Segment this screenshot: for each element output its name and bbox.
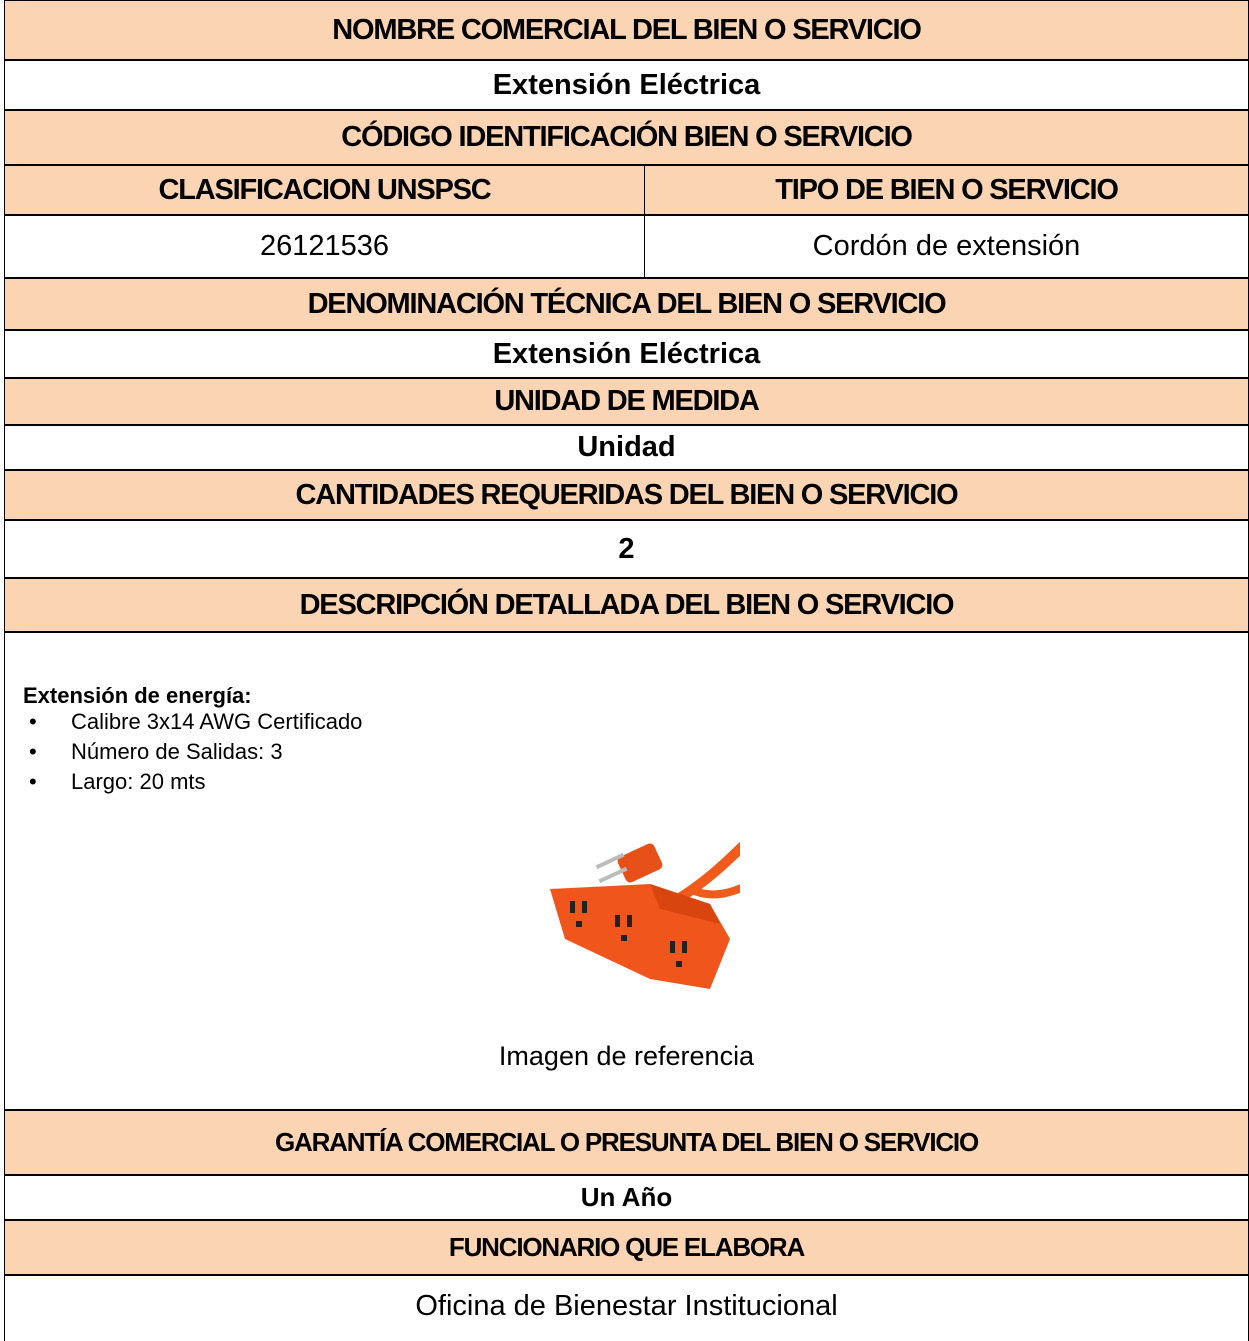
value-cell: Unidad (4, 425, 1249, 470)
column-header: TIPO DE BIEN O SERVICIO (644, 165, 1249, 215)
value-cell: Extensión Eléctrica (4, 60, 1249, 110)
section-header: CÓDIGO IDENTIFICACIÓN BIEN O SERVICIO (4, 110, 1249, 165)
value-cell: 26121536 (4, 215, 645, 278)
section-header: CANTIDADES REQUERIDAS DEL BIEN O SERVICI… (4, 470, 1249, 520)
spec-item: Calibre 3x14 AWG Certificado (5, 707, 362, 737)
value-cell: 2 (4, 520, 1249, 578)
description-cell: Extensión de energía: Calibre 3x14 AWG C… (4, 632, 1249, 1110)
section-header: DENOMINACIÓN TÉCNICA DEL BIEN O SERVICIO (4, 278, 1249, 330)
section-header: NOMBRE COMERCIAL DEL BIEN O SERVICIO (4, 0, 1249, 60)
spec-item: Número de Salidas: 3 (5, 737, 362, 767)
image-caption: Imagen de referencia (498, 1041, 755, 1071)
value-cell: Oficina de Bienestar Institucional (4, 1275, 1249, 1341)
section-header: UNIDAD DE MEDIDA (4, 378, 1249, 425)
spec-list: Calibre 3x14 AWG Certificado Número de S… (5, 707, 362, 797)
section-header: DESCRIPCIÓN DETALLADA DEL BIEN O SERVICI… (4, 578, 1249, 632)
value-cell: Extensión Eléctrica (4, 330, 1249, 378)
section-header: FUNCIONARIO QUE ELABORA (4, 1220, 1249, 1275)
spec-item: Largo: 20 mts (5, 767, 362, 797)
value-cell: Un Año (4, 1175, 1249, 1220)
description-heading: Extensión de energía: (23, 683, 252, 708)
reference-image (550, 841, 740, 989)
section-header: GARANTÍA COMERCIAL O PRESUNTA DEL BIEN O… (4, 1110, 1249, 1175)
value-cell: Cordón de extensión (644, 215, 1249, 278)
column-header: CLASIFICACION UNSPSC (4, 165, 645, 215)
